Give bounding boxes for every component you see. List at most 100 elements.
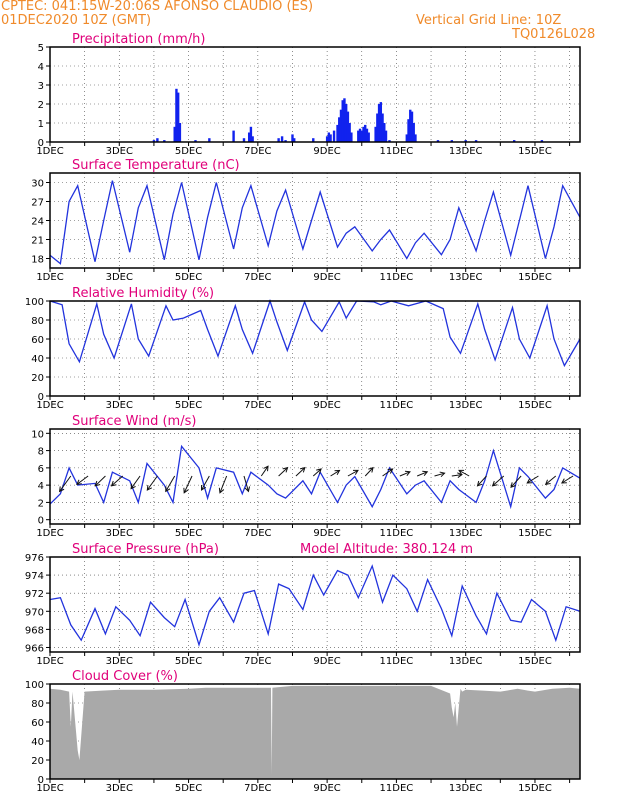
precip-bar — [367, 132, 370, 142]
precip-bar — [293, 138, 296, 142]
wind-vector-head — [368, 466, 374, 473]
pressure-xtick-label: 5DEC — [175, 656, 202, 667]
cloud-xtick-label: 11DEC — [380, 783, 414, 794]
humidity-ytick-label: 100 — [25, 297, 44, 308]
humidity-xtick-label: 7DEC — [244, 400, 271, 411]
precip-bar — [152, 140, 156, 142]
temp-ytick-label: 30 — [31, 179, 44, 190]
cloud-ytick-label: 40 — [31, 737, 44, 748]
wind-vector-head — [94, 480, 101, 487]
precip-bar — [346, 111, 350, 142]
wind-vector-head — [560, 478, 567, 484]
wind-xtick-label: 15DEC — [518, 528, 552, 539]
cloud-ytick-label: 60 — [31, 718, 44, 729]
precip-bar — [332, 130, 336, 142]
wind-frame — [49, 428, 581, 525]
wind-ytick-label: 10 — [31, 429, 44, 440]
wind-vector-head — [58, 486, 65, 493]
humidity-xtick-label: 9DEC — [313, 400, 340, 411]
precip-bar — [450, 140, 454, 142]
wind-vector-head — [334, 469, 341, 476]
precip-bar — [376, 113, 379, 142]
precip-title: Precipitation (mm/h) — [72, 32, 205, 47]
precip-bar — [344, 104, 348, 142]
wind-vector-head — [476, 480, 483, 487]
wind-vector — [94, 475, 106, 487]
precip-bar — [384, 130, 388, 142]
wind-vector-head — [316, 468, 322, 474]
pressure-ytick-label: 972 — [25, 589, 44, 600]
wind-vector — [451, 474, 462, 477]
precip-bar — [383, 123, 386, 142]
temp-title: Surface Temperature (nC) — [72, 158, 240, 173]
wind-line — [49, 444, 581, 510]
precip-bar — [341, 100, 344, 142]
precip-ytick-label: 0 — [38, 138, 44, 149]
temp-xtick-label: 11DEC — [380, 272, 414, 283]
humidity-xtick-label: 3DEC — [106, 400, 133, 411]
precip-xtick-label: 15DEC — [518, 146, 552, 157]
wind-vector — [260, 465, 269, 477]
humidity-xtick-label: 11DEC — [380, 400, 414, 411]
precip-bar — [388, 140, 391, 142]
wind-vector — [201, 475, 210, 491]
pressure-frame — [49, 556, 581, 653]
temp-line — [49, 180, 581, 265]
humidity-ytick-label: 0 — [38, 392, 44, 403]
cloud-xtick-label: 1DEC — [36, 783, 63, 794]
precip-bar — [412, 123, 415, 142]
precip-bar — [377, 104, 381, 142]
pressure-ytick-label: 966 — [25, 643, 44, 654]
header-station: CPTEC: 041:15W-20:06S AFONSO CLAUDIO (ES… — [1, 0, 314, 14]
wind-vector — [312, 468, 322, 477]
precip-bar — [379, 102, 383, 142]
cloud-area — [50, 685, 580, 779]
wind-vector — [295, 467, 306, 477]
wind-vector-head — [404, 470, 411, 477]
precip-bar — [405, 134, 408, 142]
precip-bar — [173, 126, 176, 142]
precip-bar — [247, 132, 251, 142]
temp-xtick-label: 3DEC — [106, 272, 133, 283]
pressure-xtick-label: 15DEC — [518, 656, 552, 667]
precip-bar — [407, 119, 410, 142]
wind-vector — [510, 475, 522, 488]
precip-bar — [360, 130, 363, 142]
precip-bar — [178, 123, 182, 142]
humidity-ytick-label: 40 — [31, 354, 44, 365]
temp-xtick-label: 13DEC — [449, 272, 483, 283]
wind-vector — [561, 475, 574, 484]
wind-xtick-label: 13DEC — [449, 528, 483, 539]
precip-ytick-label: 5 — [38, 43, 44, 54]
wind-vector — [219, 475, 228, 493]
pressure-line — [49, 564, 581, 648]
cloud-title: Cloud Cover (%) — [72, 669, 178, 684]
precip-bar — [414, 134, 417, 142]
humidity-ytick-label: 60 — [31, 335, 44, 346]
wind-vector-head — [110, 480, 117, 487]
precip-bar — [291, 134, 294, 142]
humidity-title: Relative Humidity (%) — [72, 286, 214, 301]
cloud-ytick-label: 0 — [38, 775, 44, 786]
precip-bar — [208, 138, 211, 142]
precip-ytick-label: 2 — [38, 100, 44, 111]
precip-xtick-label: 5DEC — [175, 146, 202, 157]
pressure-ytick-label: 974 — [25, 571, 44, 582]
wind-vector — [165, 475, 176, 492]
wind-vector — [76, 475, 89, 485]
wind-vector-head — [146, 484, 153, 491]
wind-vector-head — [183, 487, 189, 494]
precip-bar — [410, 111, 414, 142]
pressure-ytick-label: 970 — [25, 607, 44, 618]
wind-vector-head — [457, 472, 463, 478]
precip-ytick-label: 3 — [38, 81, 44, 92]
precip-bar — [280, 136, 284, 142]
pressure-xtick-label: 1DEC — [36, 656, 63, 667]
precip-bar — [176, 92, 180, 142]
wind-vector-head — [282, 466, 289, 473]
wind-vector — [416, 471, 428, 477]
temp-ytick-label: 24 — [31, 217, 44, 228]
cloud-xtick-label: 7DEC — [244, 783, 271, 794]
